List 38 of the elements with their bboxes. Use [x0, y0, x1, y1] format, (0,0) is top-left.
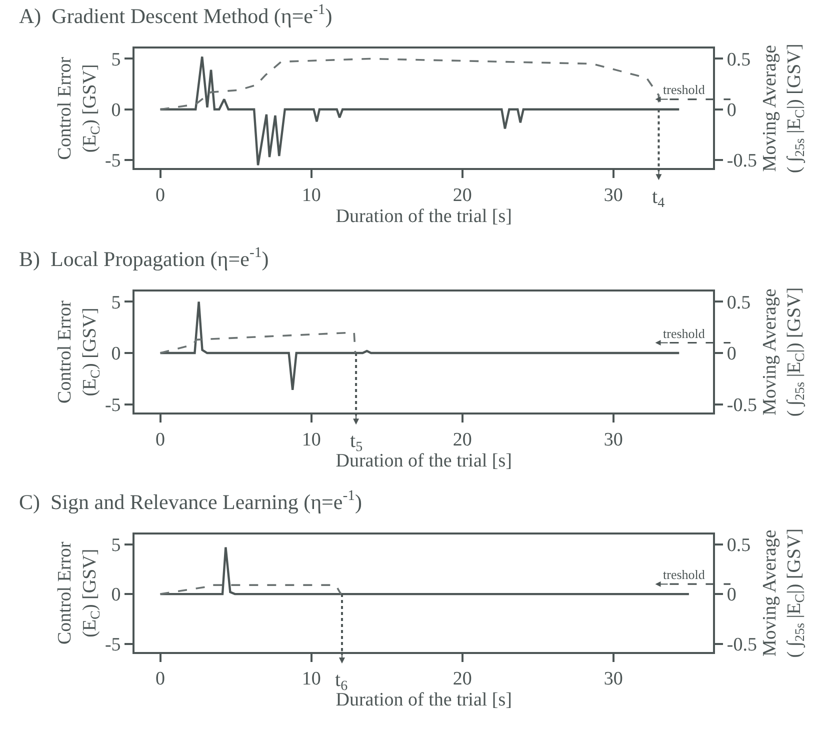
y2-tick-label: -0.5: [726, 150, 757, 172]
y2-tick-label: -0.5: [726, 634, 757, 656]
y2-tick-label: 0.5: [726, 534, 751, 556]
y2-tick-label: 0: [726, 344, 736, 365]
y2-tick-label: 0.5: [726, 49, 751, 70]
x-tick-label: 10: [302, 429, 321, 450]
x-tick-label: 0: [156, 429, 166, 450]
y-tick-label: 5: [111, 292, 121, 314]
y2-tick-label: 0.5: [726, 292, 751, 314]
x-tick-label: 0: [156, 185, 166, 206]
y-tick-label: 5: [111, 49, 121, 70]
y-tick-label: 5: [111, 534, 121, 556]
y-tick-label: 0: [111, 344, 121, 365]
y-tick-label: -5: [104, 394, 121, 416]
x-tick-label: 30: [604, 429, 623, 450]
chart-title: C) Sign and Relevance Learning (η=e$^{-1}$): [19, 488, 362, 514]
chart-title: A) Gradient Descent Method (η=e$^{-1}$): [19, 2, 332, 28]
x-tick-label: 10: [302, 668, 321, 690]
ref-line-label: treshold: [663, 326, 706, 341]
x-tick-label: 20: [452, 668, 472, 690]
y-tick-label: -5: [104, 634, 121, 656]
x-tick-label: 0: [156, 668, 166, 690]
y2-tick-label: 0: [726, 100, 736, 122]
x-tick-label: 20: [452, 429, 472, 450]
ref-line-label: treshold: [663, 567, 706, 582]
y2-tick-label: 0: [726, 584, 736, 606]
x-tick-label: 30: [604, 185, 623, 206]
y-tick-label: 0: [111, 584, 121, 606]
x-tick-label: 20: [452, 185, 472, 206]
x-tick-label: 30: [604, 668, 623, 690]
ref-line-label: t$_{4}$: [652, 186, 665, 212]
y-tick-label: -5: [104, 150, 121, 172]
ref-line-label: treshold: [663, 82, 706, 97]
chart-title: B) Local Propagation (η=e$^{-1}$): [19, 245, 269, 271]
x-axis-title: Duration of the trial [s]: [336, 206, 512, 227]
y2-tick-label: -0.5: [726, 394, 757, 416]
x-tick-label: 10: [302, 185, 321, 206]
y-tick-label: 0: [111, 100, 121, 122]
